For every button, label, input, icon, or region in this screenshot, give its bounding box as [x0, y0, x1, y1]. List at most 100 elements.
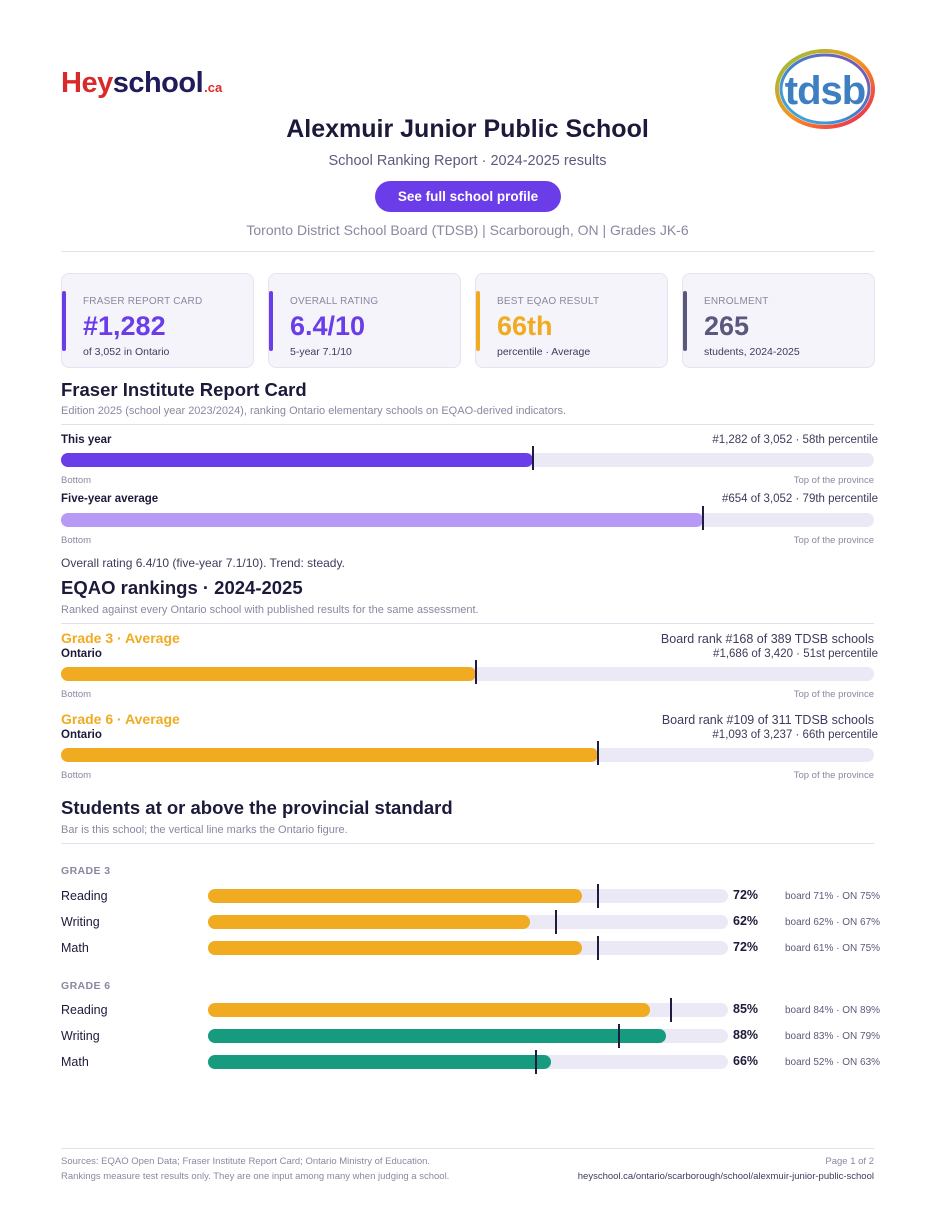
card-value: 6.4/10: [290, 311, 366, 341]
fraser-row-label: This year: [61, 434, 112, 446]
tdsb-logo: tdsb: [775, 49, 875, 129]
standard-pct: 62%: [733, 914, 759, 928]
standard-subject: Reading: [61, 1003, 108, 1017]
fraser-bar-marker: [531, 446, 534, 470]
ontario-marker: [669, 998, 672, 1022]
ontario-marker: [617, 1024, 620, 1048]
fraser-bar-marker: [702, 506, 705, 530]
standard-pct: 88%: [733, 1028, 759, 1042]
fraser-divider: [61, 424, 874, 425]
card-sub: students, 2024-2025: [704, 346, 800, 358]
standard-bar-track: [208, 1050, 728, 1074]
logo-hey-text: Hey: [61, 67, 113, 99]
eqao-grade-heading: Grade 6 · Average: [61, 711, 180, 727]
page-title: Alexmuir Junior Public School: [286, 115, 649, 143]
standard-bar-track: [208, 1024, 728, 1048]
standard-grade-label: GRADE 3: [61, 865, 111, 877]
school-meta: Toronto District School Board (TDSB) | S…: [246, 222, 689, 238]
fraser-row-label: Five-year average: [61, 493, 159, 505]
tdsb-logo-text: tdsb: [785, 69, 865, 113]
fraser-bar-fill: [61, 513, 704, 527]
card-label: OVERALL RATING: [290, 296, 379, 307]
card-enrolment: ENROLMENT 265 students, 2024-2025: [682, 273, 875, 368]
footer-right: Page 1 of 2 heyschool.ca/ontario/scarbor…: [578, 1154, 874, 1184]
card-accent: [269, 291, 273, 351]
eqao-bar-track: [61, 660, 874, 684]
standard-grade-label: GRADE 6: [61, 980, 111, 992]
axis-top-label: Top of the province: [793, 475, 874, 486]
footer-url-link[interactable]: heyschool.ca/ontario/scarborough/school/…: [577, 1171, 874, 1182]
eqao-bar-marker: [474, 660, 477, 684]
card-sub: percentile · Average: [497, 346, 591, 358]
standard-comparison: board 84% · ON 89%: [785, 1005, 881, 1016]
page-subtitle: School Ranking Report · 2024-2025 result…: [328, 153, 607, 169]
fraser-row-rank: #654 of 3,052 · 79th percentile: [721, 493, 878, 505]
axis-bottom-label: Bottom: [61, 475, 92, 486]
eqao-bar-marker: [596, 741, 599, 765]
ontario-marker: [555, 910, 558, 934]
standard-comparison: board 62% · ON 67%: [785, 917, 881, 928]
card-value: #1,282: [83, 311, 166, 341]
card-label: ENROLMENT: [704, 296, 769, 307]
standard-subject: Writing: [61, 1029, 100, 1043]
standard-note: Bar is this school; the vertical line ma…: [61, 824, 348, 836]
fraser-bar-track: [61, 446, 874, 470]
axis-top-label: Top of the province: [793, 770, 874, 781]
footer-sources-line: Sources: EQAO Open Data; Fraser Institut…: [61, 1156, 431, 1167]
card-best-eqao: BEST EQAO RESULT 66th percentile · Avera…: [475, 273, 668, 368]
fraser-summary: Overall rating 6.4/10 (five-year 7.1/10)…: [61, 556, 345, 570]
eqao-board-rank: Board rank #109 of 311 TDSB schools: [661, 713, 874, 727]
axis-bottom-label: Bottom: [61, 535, 92, 546]
eqao-bar-track: [61, 741, 874, 765]
card-value: 265: [704, 311, 750, 341]
footer-divider: [61, 1148, 874, 1149]
card-sub: of 3,052 in Ontario: [83, 346, 170, 358]
standard-bar-track: [208, 936, 728, 960]
fraser-row-rank: #1,282 of 3,052 · 58th percentile: [712, 434, 878, 446]
eqao-ontario-rank: #1,093 of 3,237 · 66th percentile: [712, 729, 878, 741]
eqao-grade-heading: Grade 3 · Average: [61, 630, 180, 646]
standard-bar-track: [208, 998, 728, 1022]
standard-heading: Students at or above the provincial stan…: [61, 797, 453, 818]
standard-subject: Reading: [61, 889, 108, 903]
eqao-bar-fill: [61, 748, 598, 762]
eqao-bar-fill: [61, 667, 476, 681]
fraser-heading: Fraser Institute Report Card: [61, 379, 307, 400]
card-label: BEST EQAO RESULT: [497, 296, 600, 307]
logo-ca-text: .ca: [204, 80, 223, 95]
standard-subject: Math: [61, 941, 89, 955]
standard-comparison: board 61% · ON 75%: [785, 943, 881, 954]
standard-divider: [61, 843, 874, 844]
fraser-bar-fill: [61, 453, 533, 467]
full-profile-button[interactable]: See full school profile: [375, 181, 561, 212]
standard-bar-fill: [208, 889, 583, 903]
footer-disclaimer: Rankings measure test results only. They…: [61, 1171, 450, 1182]
card-overall-rating: OVERALL RATING 6.4/10 5-year 7.1/10: [268, 273, 461, 368]
card-accent: [62, 291, 66, 351]
axis-top-label: Top of the province: [793, 535, 874, 546]
standard-comparison: board 71% · ON 75%: [785, 891, 881, 902]
card-accent: [683, 291, 687, 351]
logo-school-text: school: [112, 67, 204, 99]
standard-comparison: board 52% · ON 63%: [785, 1057, 881, 1068]
eqao-ontario-rank: #1,686 of 3,420 · 51st percentile: [713, 648, 878, 660]
card-label: FRASER REPORT CARD: [83, 296, 203, 307]
standard-pct: 66%: [733, 1054, 759, 1068]
card-sub: 5-year 7.1/10: [290, 346, 352, 358]
standard-subject: Math: [61, 1055, 89, 1069]
heyschool-logo[interactable]: Hey school .ca: [61, 60, 222, 100]
standard-bar-fill: [208, 915, 531, 929]
eqao-scope-label: Ontario: [61, 729, 102, 741]
card-fraser: FRASER REPORT CARD #1,282 of 3,052 in On…: [61, 273, 254, 368]
header-divider: [61, 251, 874, 252]
standard-bar-fill: [208, 1029, 666, 1043]
standard-bar-fill: [208, 1003, 650, 1017]
page-number: Page 1 of 2: [825, 1156, 874, 1167]
standard-pct: 85%: [733, 1002, 759, 1016]
standard-comparison: board 83% · ON 79%: [785, 1031, 881, 1042]
standard-bar-fill: [208, 1055, 552, 1069]
standard-bar-track: [208, 884, 728, 908]
eqao-note: Ranked against every Ontario school with…: [61, 604, 479, 616]
ontario-marker: [597, 884, 599, 908]
fraser-note: Edition 2025 (school year 2023/2024), ra…: [61, 405, 567, 417]
